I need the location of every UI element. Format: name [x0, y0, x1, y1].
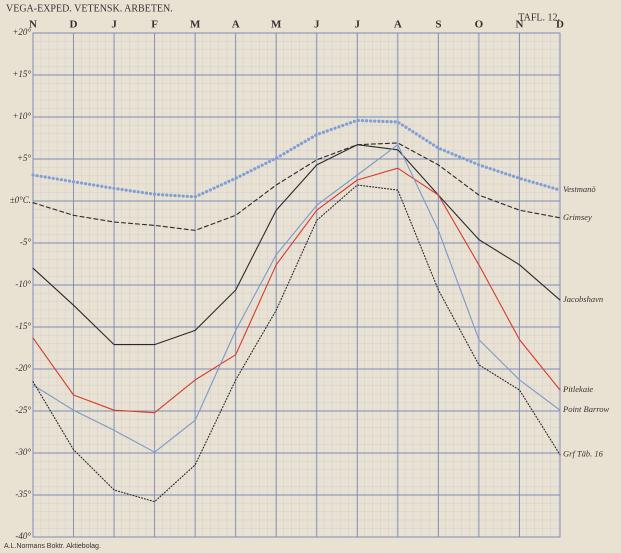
y-tick-label: -10°: [15, 279, 31, 289]
x-tick-label: S: [435, 19, 441, 31]
legend-label: Grimsey: [563, 212, 592, 222]
y-tick-label: +20°: [12, 27, 31, 37]
legend-label: Point Barrow: [562, 404, 610, 414]
legend-label: Pitlekaie: [562, 384, 593, 394]
y-tick-label: ±0°C.: [10, 195, 31, 205]
y-tick-label: -5°: [20, 237, 31, 247]
legend-label: Jacobshavn: [563, 294, 603, 304]
x-tick-label: J: [314, 19, 320, 31]
series-line: [32, 184, 561, 503]
header-title: VEGA-EXPED. VETENSK. ARBETEN.: [6, 3, 173, 14]
x-tick-label: J: [111, 19, 117, 31]
y-tick-label: -15°: [15, 321, 31, 331]
legend-label: Vestmanö: [563, 184, 596, 194]
x-tick-label: N: [515, 19, 523, 31]
x-tick-label: O: [475, 19, 484, 31]
y-tick-label: -20°: [15, 363, 31, 373]
x-tick-label: J: [355, 19, 361, 31]
y-tick-label: -35°: [15, 489, 31, 499]
series-line: [32, 142, 561, 231]
plate-number: TAFL. 12.: [518, 12, 560, 23]
x-tick-label: D: [556, 19, 564, 31]
y-tick-label: -30°: [15, 447, 31, 457]
legend-label: Grf Täb. 16: [563, 449, 604, 459]
footer: A.L.Normans Boktr. Aktiebolag.: [4, 543, 101, 550]
x-tick-label: M: [271, 19, 282, 31]
series-line: [31, 118, 562, 199]
y-tick-label: -40°: [15, 531, 31, 541]
series-line: [32, 167, 561, 414]
x-tick-label: A: [232, 19, 240, 31]
y-tick-label: +15°: [12, 69, 31, 79]
x-tick-label: M: [190, 19, 201, 31]
x-tick-label: F: [151, 19, 158, 31]
x-tick-label: A: [394, 19, 402, 31]
y-tick-label: +5°: [17, 153, 32, 163]
x-tick-label: N: [29, 19, 37, 31]
y-tick-label: -25°: [15, 405, 31, 415]
series-line: [32, 144, 561, 453]
y-tick-label: +10°: [12, 111, 31, 121]
series-line: [32, 144, 561, 346]
x-tick-label: D: [70, 19, 78, 31]
